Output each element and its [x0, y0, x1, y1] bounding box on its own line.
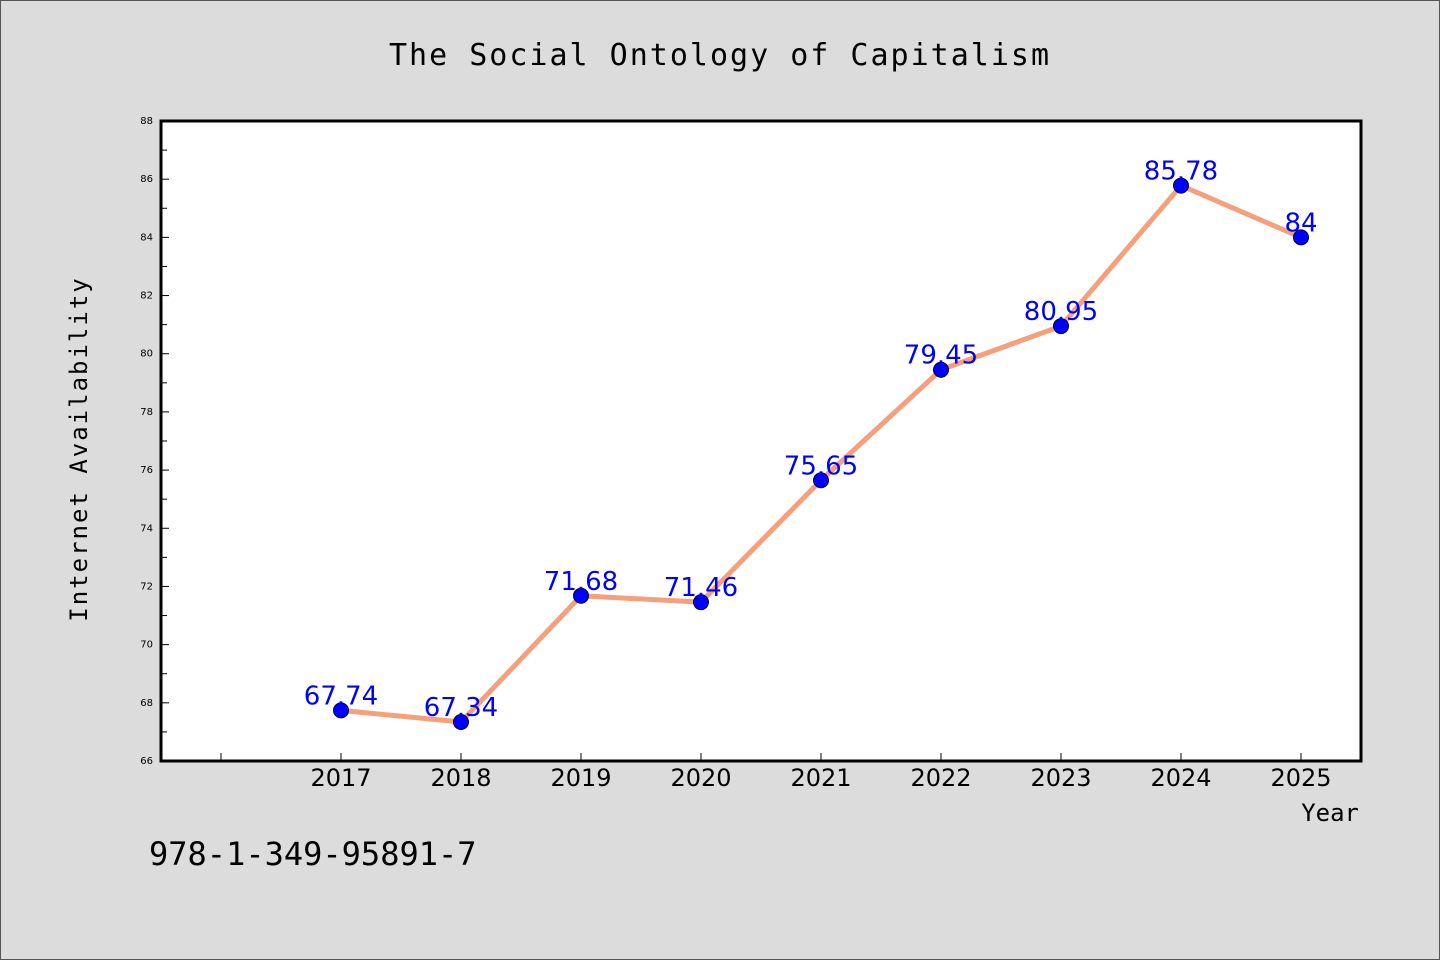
y-tick-label: 74	[140, 523, 153, 534]
data-point	[573, 587, 589, 604]
x-tick-label: 2021	[790, 764, 851, 792]
plot-area	[159, 119, 1363, 763]
y-tick-label: 72	[140, 581, 153, 592]
data-label: 84	[1284, 208, 1317, 238]
y-tick-label: 78	[140, 407, 153, 418]
data-markers	[333, 177, 1309, 731]
x-tick-label: 2024	[1150, 764, 1211, 792]
y-tick-label: 82	[140, 291, 153, 302]
x-tick-label: 2025	[1270, 764, 1331, 792]
y-axis: 66 68 70 72 74 76 78 80 82 84 86 88	[140, 116, 169, 767]
data-label: 71.46	[664, 573, 738, 603]
data-point	[813, 472, 829, 489]
data-label: 75.65	[784, 451, 858, 481]
x-tick-label: 2018	[430, 764, 491, 792]
x-axis-label: Year	[1301, 799, 1359, 827]
y-tick-label: 88	[140, 116, 153, 127]
x-axis: 2017 2018 2019 2020 2021 2022 2023 2024 2025	[220, 753, 1332, 792]
x-tick-label: 2022	[910, 764, 971, 792]
isbn-text: 978-1-349-95891-7	[149, 835, 477, 873]
x-tick-label: 2019	[550, 764, 611, 792]
y-tick-label: 66	[140, 756, 153, 767]
data-point	[693, 594, 709, 611]
y-tick-label: 84	[140, 232, 153, 243]
chart-title: The Social Ontology of Capitalism	[389, 38, 1051, 73]
y-axis-label: Internet Availability	[65, 276, 93, 621]
y-tick-label: 80	[140, 349, 153, 360]
y-tick-label: 76	[140, 465, 153, 476]
data-label: 67.74	[304, 681, 378, 711]
data-point	[1173, 177, 1189, 194]
data-label: 80.95	[1024, 297, 1098, 327]
data-label: 79.45	[904, 341, 978, 371]
data-label: 67.34	[424, 693, 498, 723]
data-point	[1293, 229, 1309, 246]
data-label: 85.78	[1144, 157, 1218, 187]
x-tick-label: 2020	[670, 764, 731, 792]
data-point	[933, 361, 949, 378]
y-tick-label: 70	[140, 640, 153, 651]
data-point	[453, 714, 469, 731]
data-point	[333, 702, 349, 719]
x-tick-label: 2023	[1030, 764, 1091, 792]
x-tick-label: 2017	[310, 764, 371, 792]
data-label: 71.68	[544, 567, 618, 597]
data-point	[1053, 318, 1069, 335]
y-tick-label: 68	[140, 698, 153, 709]
data-labels: 67.74 67.34 71.68 71.46 75.65 79.45 80.95 85.78…	[304, 157, 1318, 723]
y-tick-label: 86	[140, 174, 153, 185]
